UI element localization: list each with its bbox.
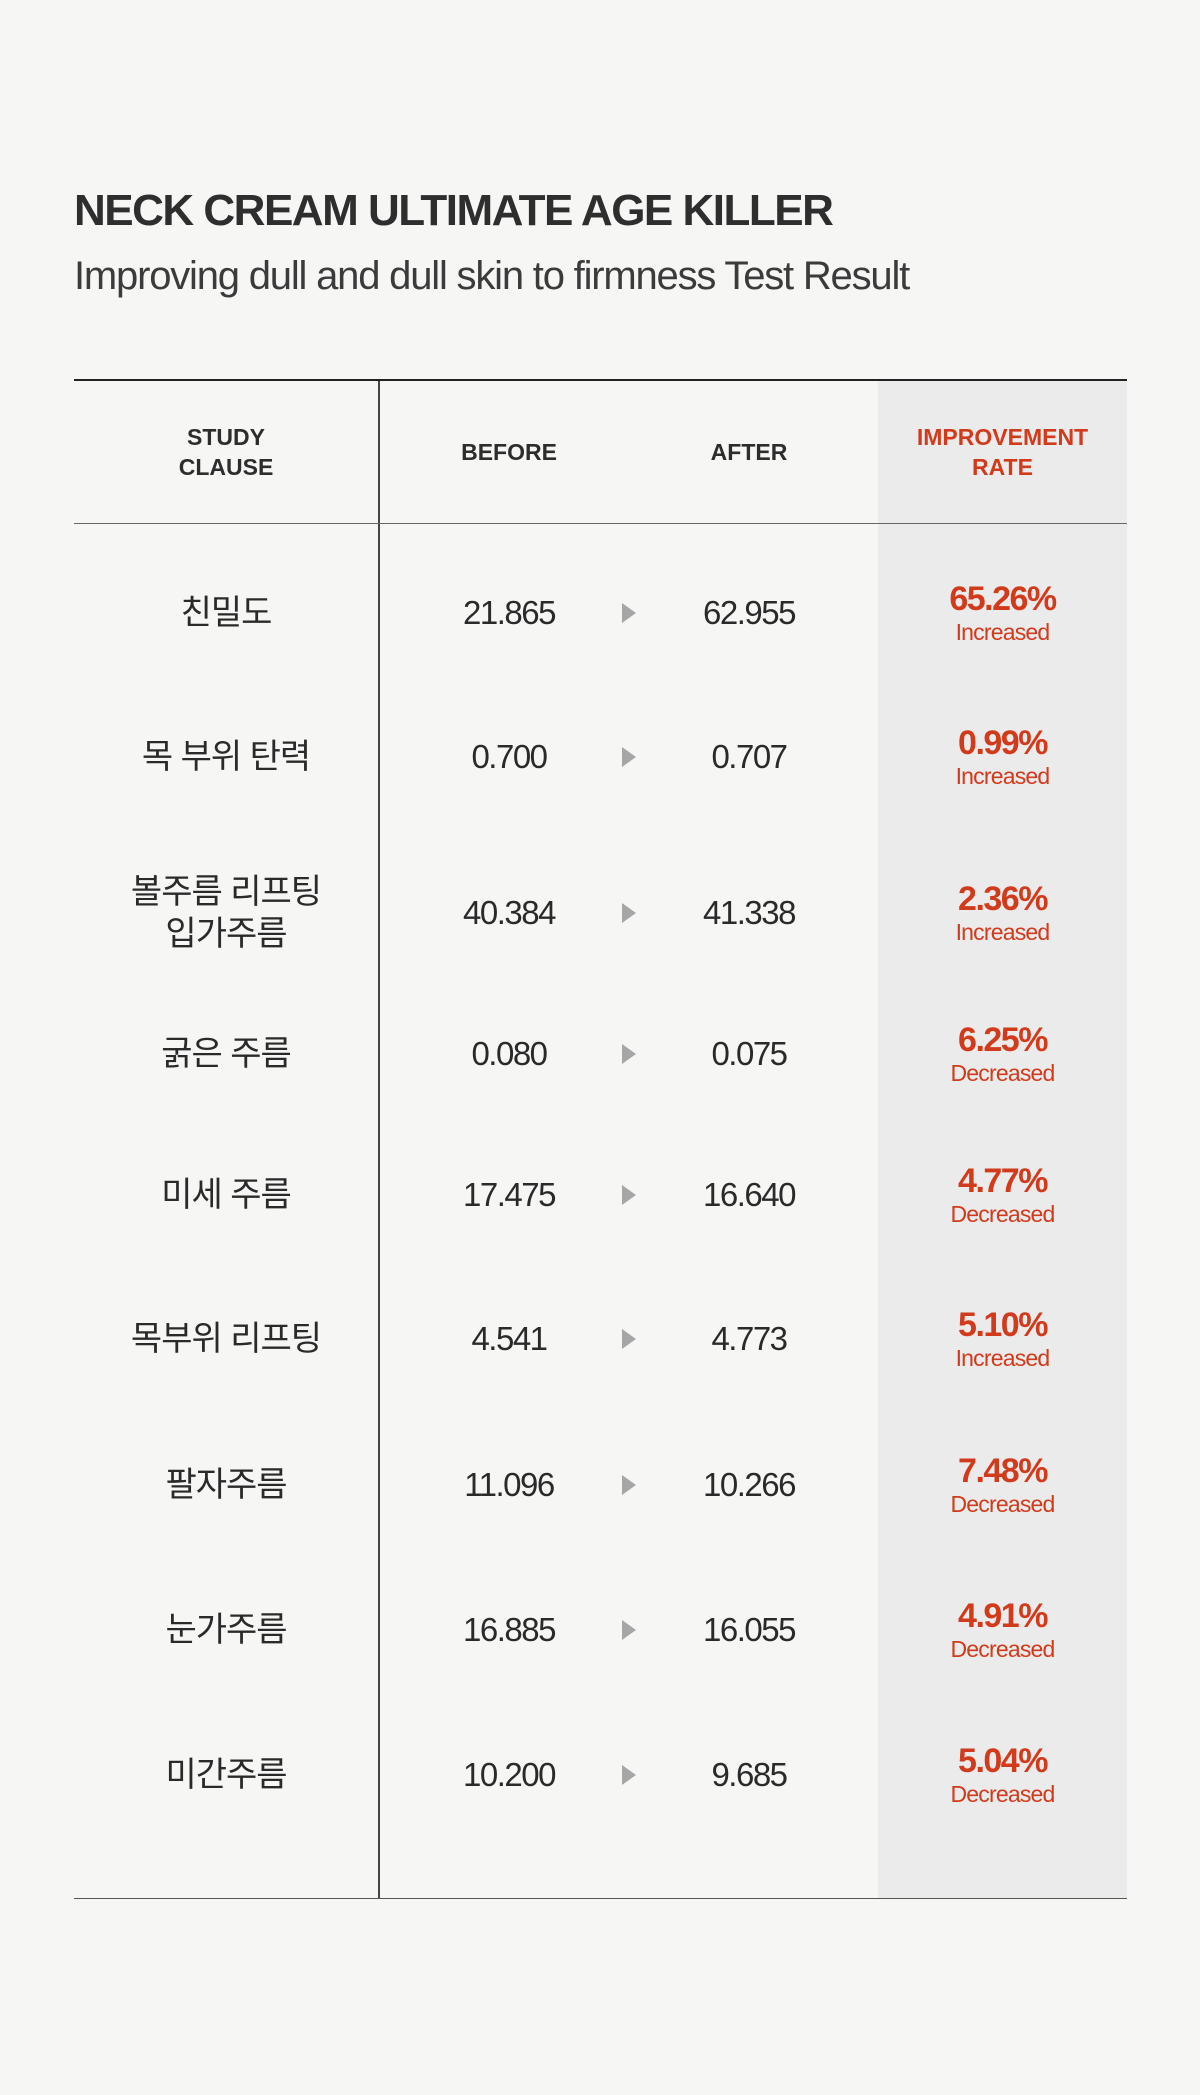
row-after-value: 62.955 (703, 594, 796, 631)
triangle-right-icon (614, 1725, 644, 1825)
row-before-value: 0.080 (471, 1035, 548, 1072)
triangle-right-icon (614, 1145, 644, 1245)
row-label-line1: 볼주름 리프팅 (130, 873, 322, 911)
row-label: 친밀도 (74, 563, 378, 663)
row-label-line1: 목 부위 탄력 (141, 738, 311, 776)
row-label: 눈가주름 (74, 1580, 378, 1680)
table-row: 미간주름 10.200 9.685 5.04% Decreased (74, 1725, 1127, 1825)
rate-value: 4.91% (958, 1597, 1048, 1635)
row-improvement-rate: 7.48% Decreased (878, 1435, 1127, 1535)
rate-value: 6.25% (958, 1021, 1048, 1059)
rate-trend: Decreased (950, 1201, 1055, 1227)
table-row: 미세 주름 17.475 16.640 4.77% Decreased (74, 1145, 1127, 1245)
row-improvement-rate: 6.25% Decreased (878, 1004, 1127, 1104)
row-improvement-rate: 0.99% Increased (878, 707, 1127, 807)
row-before-value: 11.096 (464, 1466, 555, 1503)
rate-value: 0.99% (958, 724, 1048, 762)
row-before-value: 10.200 (463, 1756, 556, 1793)
rate-value: 4.77% (958, 1162, 1048, 1200)
rate-trend: Increased (955, 619, 1051, 645)
row-improvement-rate: 4.77% Decreased (878, 1145, 1127, 1245)
row-before-value: 0.700 (471, 738, 548, 775)
row-label-line1: 미세 주름 (161, 1176, 292, 1214)
row-after-value: 41.338 (703, 894, 796, 931)
row-label-line1: 눈가주름 (165, 1611, 287, 1649)
row-label-line1: 굵은 주름 (161, 1035, 292, 1073)
header-divider (74, 523, 1127, 524)
row-label-line1: 친밀도 (180, 594, 273, 632)
row-after-value: 16.055 (703, 1611, 796, 1648)
row-after-value: 4.773 (711, 1320, 788, 1357)
header-rate-line2: RATE (972, 454, 1033, 480)
row-label: 굵은 주름 (74, 1004, 378, 1104)
row-label-line1: 미간주름 (165, 1756, 287, 1794)
table-row: 굵은 주름 0.080 0.075 6.25% Decreased (74, 1004, 1127, 1104)
row-label-line1: 팔자주름 (165, 1466, 287, 1504)
page-subtitle: Improving dull and dull skin to firmness… (74, 254, 910, 298)
triangle-right-icon (614, 1004, 644, 1104)
row-improvement-rate: 5.04% Decreased (878, 1725, 1127, 1825)
row-after-value: 16.640 (703, 1176, 796, 1213)
rate-trend: Decreased (950, 1781, 1055, 1807)
row-after-value: 9.685 (711, 1756, 788, 1793)
rate-trend: Increased (955, 763, 1051, 789)
triangle-right-icon (614, 1435, 644, 1535)
header-rate-line1: IMPROVEMENT (916, 424, 1089, 450)
table-row: 팔자주름 11.096 10.266 7.48% Decreased (74, 1435, 1127, 1535)
rate-trend: Increased (955, 919, 1051, 945)
rate-value: 5.04% (958, 1742, 1048, 1780)
triangle-right-icon (614, 707, 644, 807)
table-row: 목부위 리프팅 4.541 4.773 5.10% Increased (74, 1289, 1127, 1389)
triangle-right-icon (614, 1580, 644, 1680)
table-row: 목 부위 탄력 0.700 0.707 0.99% Increased (74, 707, 1127, 807)
header-improvement-rate: IMPROVEMENT RATE (878, 381, 1127, 523)
row-after-value: 10.266 (703, 1466, 796, 1503)
row-label-line1: 목부위 리프팅 (130, 1320, 322, 1358)
header-study-line1: STUDY (187, 424, 265, 450)
row-improvement-rate: 2.36% Increased (878, 863, 1127, 963)
header-after: AFTER (710, 439, 788, 465)
rate-trend: Decreased (950, 1060, 1055, 1086)
table-row: 친밀도 21.865 62.955 65.26% Increased (74, 563, 1127, 663)
rate-value: 5.10% (958, 1306, 1048, 1344)
triangle-right-icon (614, 563, 644, 663)
triangle-right-icon (614, 1289, 644, 1389)
row-label: 미세 주름 (74, 1145, 378, 1245)
column-divider (378, 381, 380, 1898)
improvement-rate-column-background (878, 381, 1127, 1898)
table-row: 눈가주름 16.885 16.055 4.91% Decreased (74, 1580, 1127, 1680)
row-label-line2: 입가주름 (165, 915, 287, 953)
row-label: 팔자주름 (74, 1435, 378, 1535)
rate-value: 7.48% (958, 1452, 1048, 1490)
page-title: NECK CREAM ULTIMATE AGE KILLER (74, 186, 834, 235)
row-label: 목 부위 탄력 (74, 707, 378, 807)
results-table: STUDY CLAUSE BEFORE AFTER IMPROVEMENT RA… (74, 379, 1127, 1899)
row-label: 미간주름 (74, 1725, 378, 1825)
row-before-value: 4.541 (471, 1320, 548, 1357)
row-improvement-rate: 5.10% Increased (878, 1289, 1127, 1389)
triangle-right-icon (614, 863, 644, 963)
row-before-value: 17.475 (463, 1176, 556, 1213)
header-study-clause: STUDY CLAUSE (74, 381, 378, 523)
row-improvement-rate: 65.26% Increased (878, 563, 1127, 663)
rate-trend: Decreased (950, 1636, 1055, 1662)
row-before-value: 21.865 (463, 594, 556, 631)
rate-value: 65.26% (949, 580, 1057, 618)
row-after-value: 0.707 (711, 738, 788, 775)
row-before-value: 40.384 (463, 894, 556, 931)
rate-trend: Increased (955, 1345, 1051, 1371)
row-label: 목부위 리프팅 (74, 1289, 378, 1389)
row-after-value: 0.075 (711, 1035, 788, 1072)
header-study-line2: CLAUSE (178, 454, 274, 480)
rate-trend: Decreased (950, 1491, 1055, 1517)
header-before: BEFORE (461, 439, 557, 465)
row-improvement-rate: 4.91% Decreased (878, 1580, 1127, 1680)
rate-value: 2.36% (958, 880, 1048, 918)
row-before-value: 16.885 (463, 1611, 556, 1648)
